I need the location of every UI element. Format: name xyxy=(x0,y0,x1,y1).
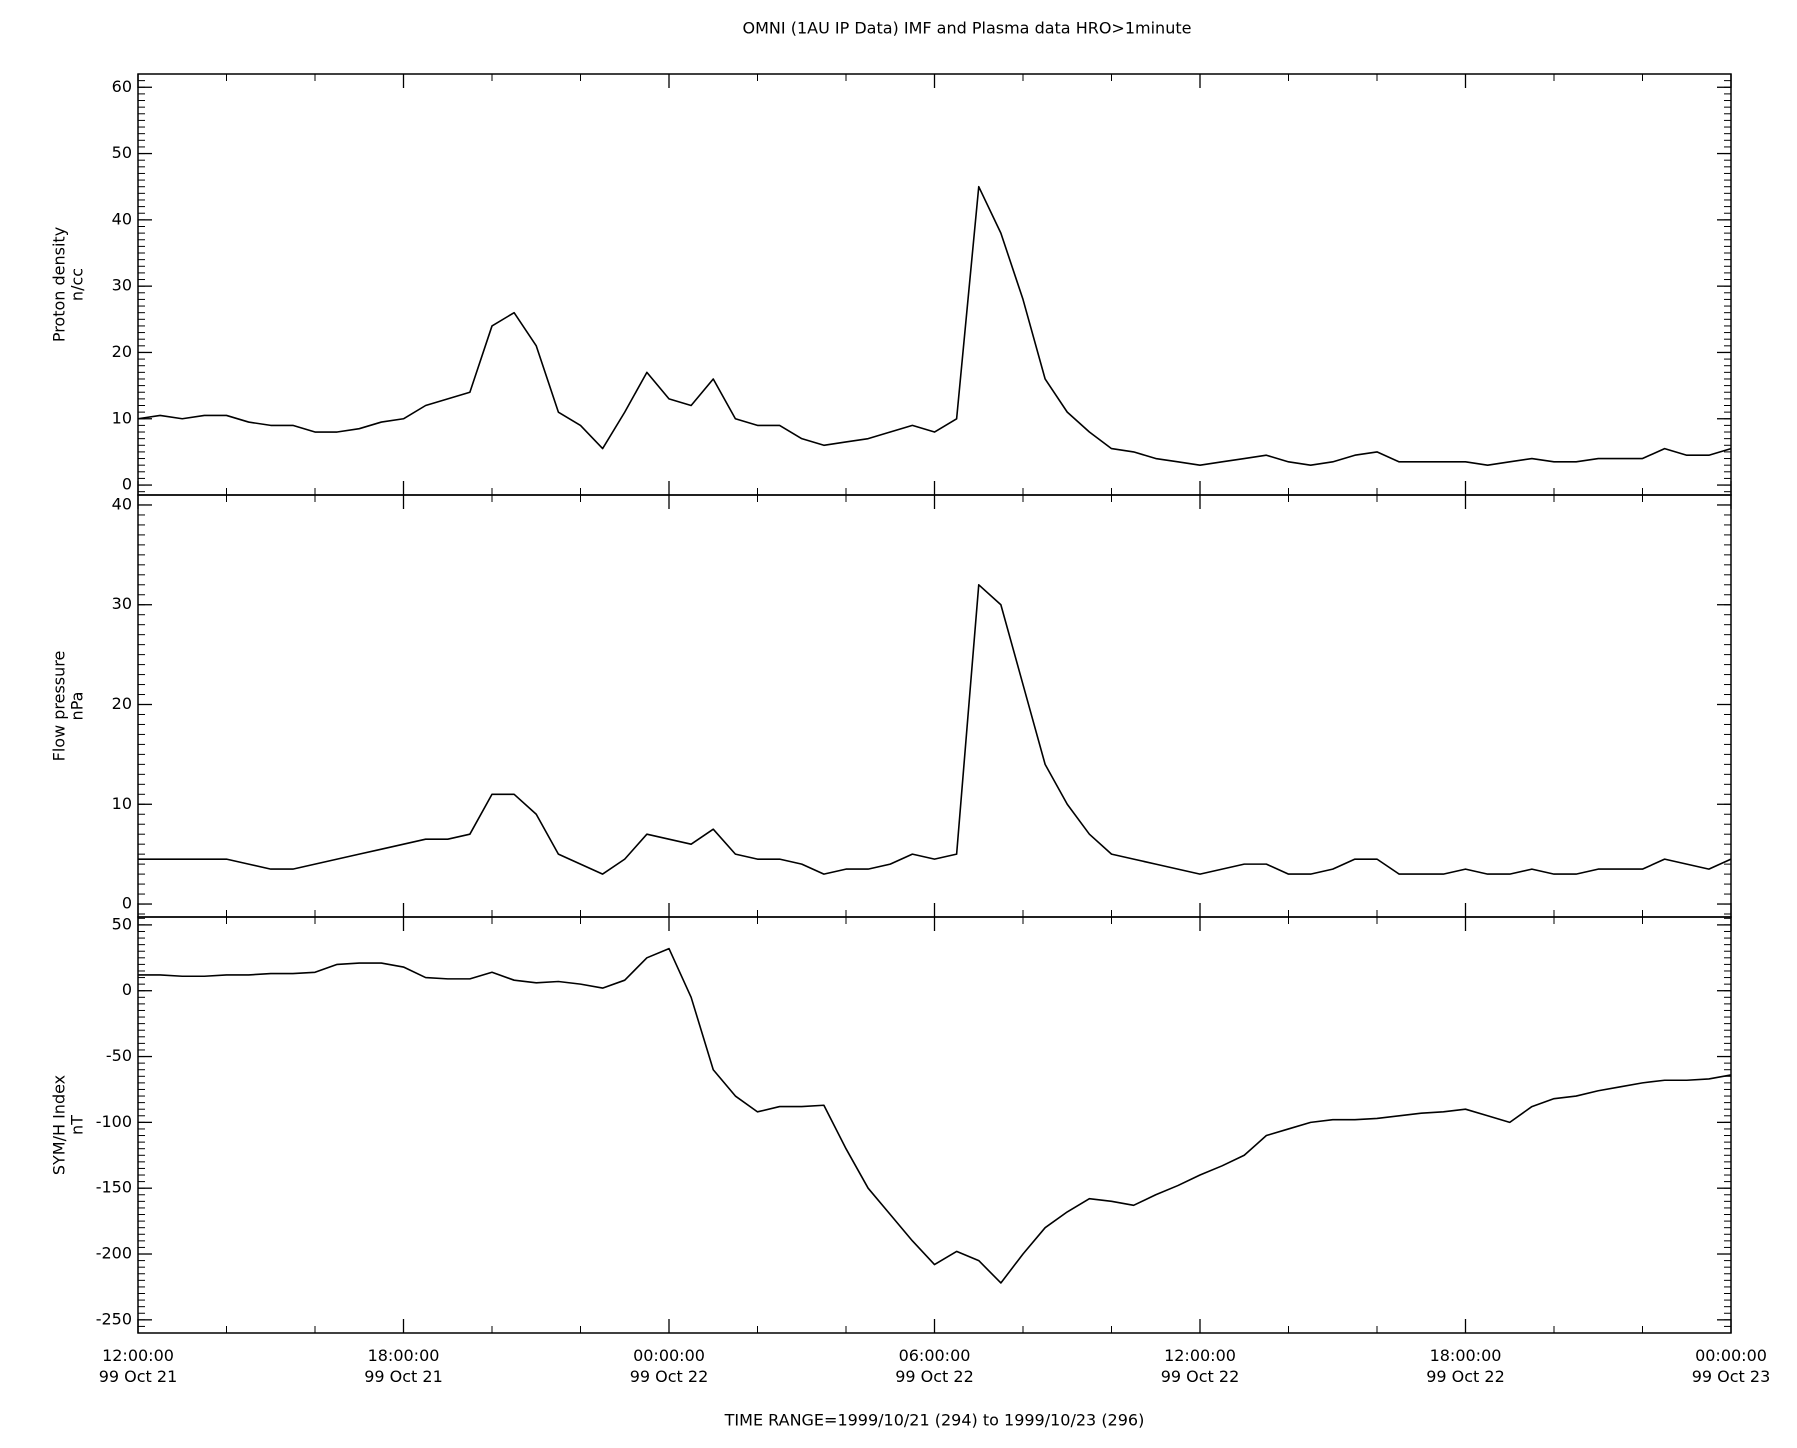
y-tick-label: 0 xyxy=(122,475,132,494)
y-tick-label: -150 xyxy=(96,1178,132,1197)
y-tick-label: -200 xyxy=(96,1244,132,1263)
x-tick-label: 00:00:00 99 Oct 23 xyxy=(1691,1346,1771,1386)
x-tick-label: 12:00:00 99 Oct 22 xyxy=(1160,1346,1240,1386)
x-tick-label: 06:00:00 99 Oct 22 xyxy=(895,1346,974,1386)
y-tick-label: 40 xyxy=(112,494,132,513)
y-axis-units: nPa xyxy=(68,692,87,721)
data-line xyxy=(138,947,1732,1284)
data-line xyxy=(138,583,1732,875)
y-tick-label: 0 xyxy=(122,980,132,999)
y-tick-label: 0 xyxy=(122,894,132,913)
plot-frame xyxy=(137,494,1732,918)
y-tick-label: 10 xyxy=(112,794,132,813)
data-line xyxy=(137,185,1732,466)
y-axis-label: Proton density xyxy=(50,227,69,342)
x-tick-label: 00:00:00 99 Oct 22 xyxy=(629,1346,709,1386)
y-axis-units: nT xyxy=(68,1115,87,1135)
y-tick-label: 20 xyxy=(112,342,132,361)
y-tick-label: 40 xyxy=(112,209,132,228)
x-tick-label: 12:00:00 99 Oct 21 xyxy=(98,1346,178,1386)
y-tick-label: 60 xyxy=(112,77,132,96)
y-tick-label: 10 xyxy=(112,408,132,427)
y-tick-label: -50 xyxy=(106,1046,132,1065)
y-tick-label: 50 xyxy=(112,914,132,933)
y-tick-label: 30 xyxy=(112,594,132,613)
x-axis-label: TIME RANGE=1999/10/21 (294) to 1999/10/2… xyxy=(724,1411,1145,1430)
plot-frame xyxy=(137,916,1732,1334)
y-axis-label: Flow pressure xyxy=(50,651,69,762)
x-tick-label: 18:00:00 99 Oct 21 xyxy=(364,1346,443,1386)
y-tick-label: 30 xyxy=(112,276,132,295)
y-tick-label: -100 xyxy=(96,1112,132,1131)
y-tick-label: 50 xyxy=(112,143,132,162)
y-axis-label: SYM/H Index xyxy=(50,1075,69,1175)
y-axis-units: n/cc xyxy=(68,268,87,301)
y-tick-label: 20 xyxy=(112,694,132,713)
x-tick-label: 18:00:00 99 Oct 22 xyxy=(1426,1346,1505,1386)
y-tick-label: -250 xyxy=(96,1309,132,1328)
chart-title: OMNI (1AU IP Data) IMF and Plasma data H… xyxy=(743,19,1192,38)
